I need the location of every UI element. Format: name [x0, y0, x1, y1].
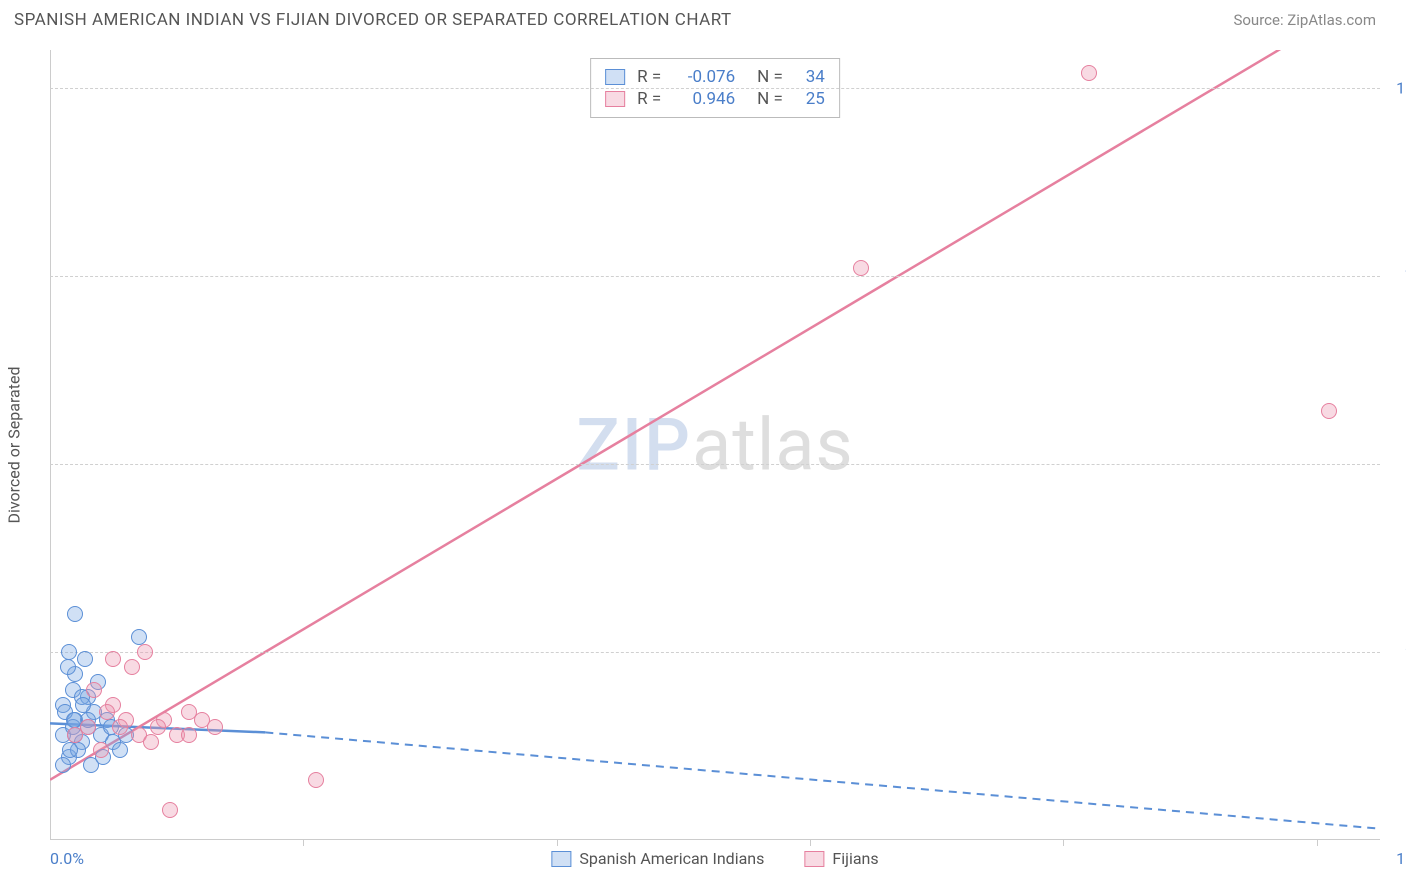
data-point	[137, 644, 153, 660]
data-point	[1321, 403, 1337, 419]
legend-swatch	[804, 851, 824, 867]
legend-r-label: R =	[637, 67, 661, 87]
data-point	[112, 742, 128, 758]
chart-title: SPANISH AMERICAN INDIAN VS FIJIAN DIVORC…	[14, 10, 732, 30]
data-point	[75, 697, 91, 713]
y-tick-label: 100.0%	[1396, 78, 1406, 97]
chart-header: SPANISH AMERICAN INDIAN VS FIJIAN DIVORC…	[0, 0, 1406, 40]
data-point	[61, 644, 77, 660]
data-point	[55, 757, 71, 773]
data-point	[853, 260, 869, 276]
legend-n-label: N =	[757, 89, 783, 109]
legend-swatch	[605, 69, 625, 85]
y-axis-label: Divorced or Separated	[5, 366, 24, 523]
chart-source: Source: ZipAtlas.com	[1233, 11, 1376, 29]
watermark-zip: ZIP	[576, 403, 692, 488]
data-point	[143, 734, 159, 750]
plot-region: ZIPatlas R =-0.076N =34R =0.946N =25 0.0…	[50, 50, 1380, 840]
grid-line	[50, 276, 1380, 277]
legend-row: R = 0.946 N = 25	[605, 89, 825, 109]
data-point	[67, 727, 83, 743]
legend-r-value: 0.946	[673, 89, 735, 109]
data-point	[93, 742, 109, 758]
series-legend-item: Fijians	[804, 849, 878, 868]
data-point	[62, 742, 78, 758]
grid-line	[50, 652, 1380, 653]
series-legend: Spanish American Indians Fijians	[551, 849, 878, 868]
data-point	[86, 682, 102, 698]
data-point	[77, 651, 93, 667]
data-point	[99, 704, 115, 720]
data-point	[131, 629, 147, 645]
y-axis-line	[50, 50, 51, 840]
data-point	[1081, 65, 1097, 81]
data-point	[207, 719, 223, 735]
legend-n-value: 25	[795, 89, 825, 109]
data-point	[124, 659, 140, 675]
legend-n-label: N =	[757, 67, 783, 87]
grid-line	[50, 88, 1380, 89]
legend-n-value: 34	[795, 67, 825, 87]
x-axis-max-label: 100.0%	[1396, 849, 1406, 868]
data-point	[181, 727, 197, 743]
x-axis-min-label: 0.0%	[50, 849, 84, 868]
grid-line	[50, 464, 1380, 465]
chart-area: Divorced or Separated ZIPatlas R =-0.076…	[50, 50, 1380, 840]
data-point	[105, 651, 121, 667]
legend-swatch	[605, 91, 625, 107]
legend-swatch	[551, 851, 571, 867]
x-axis-line	[50, 839, 1380, 840]
x-tick	[810, 840, 811, 846]
series-name: Spanish American Indians	[579, 849, 764, 868]
legend-row: R = -0.076 N = 34	[605, 67, 825, 87]
trend-lines-svg	[50, 50, 1380, 840]
x-tick	[303, 840, 304, 846]
data-point	[150, 719, 166, 735]
legend-r-label: R =	[637, 89, 661, 109]
x-tick	[1317, 840, 1318, 846]
watermark: ZIPatlas	[576, 403, 853, 488]
legend-r-value: -0.076	[673, 67, 735, 87]
series-name: Fijians	[832, 849, 878, 868]
series-legend-item: Spanish American Indians	[551, 849, 764, 868]
data-point	[112, 719, 128, 735]
data-point	[67, 606, 83, 622]
x-tick	[1063, 840, 1064, 846]
data-point	[60, 659, 76, 675]
x-tick	[557, 840, 558, 846]
watermark-atlas: atlas	[692, 403, 854, 488]
data-point	[308, 772, 324, 788]
data-point	[162, 802, 178, 818]
